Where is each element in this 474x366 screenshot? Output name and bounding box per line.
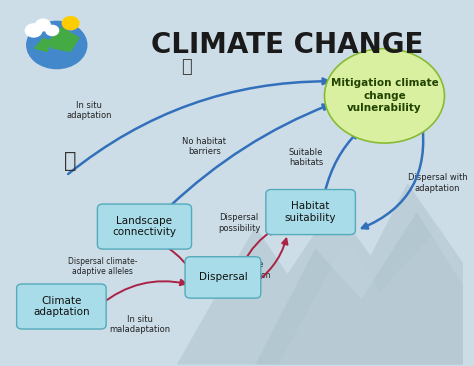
Text: In situ
maladaptation: In situ maladaptation (109, 315, 171, 335)
Circle shape (27, 21, 87, 68)
Text: Habitat
suitability: Habitat suitability (285, 201, 337, 223)
FancyArrowPatch shape (127, 234, 189, 268)
FancyArrowPatch shape (362, 120, 423, 228)
Text: Dispersal with
adaptation: Dispersal with adaptation (408, 173, 467, 193)
FancyArrowPatch shape (248, 239, 288, 287)
Polygon shape (34, 38, 52, 52)
Text: No habitat
barriers: No habitat barriers (182, 137, 227, 156)
Text: Landscape
connectivity: Landscape connectivity (112, 216, 176, 238)
Text: CLIMATE CHANGE: CLIMATE CHANGE (151, 31, 424, 59)
FancyArrowPatch shape (170, 105, 328, 206)
Polygon shape (278, 227, 463, 365)
Text: Dispersal
possibility: Dispersal possibility (218, 213, 260, 233)
Circle shape (26, 24, 42, 37)
FancyArrowPatch shape (68, 78, 328, 174)
Text: Track suitable
climate condition: Track suitable climate condition (203, 261, 270, 280)
FancyBboxPatch shape (97, 204, 191, 249)
FancyArrowPatch shape (325, 132, 357, 191)
Circle shape (46, 25, 59, 36)
Ellipse shape (325, 49, 445, 143)
Text: Mitigation climate
change
vulnerability: Mitigation climate change vulnerability (330, 78, 438, 113)
FancyBboxPatch shape (17, 284, 106, 329)
Circle shape (36, 19, 50, 31)
Polygon shape (255, 212, 463, 365)
FancyArrowPatch shape (243, 229, 274, 264)
Circle shape (62, 16, 79, 30)
Text: In situ
adaptation: In situ adaptation (66, 101, 112, 120)
FancyArrowPatch shape (100, 280, 186, 305)
FancyBboxPatch shape (185, 257, 261, 298)
Polygon shape (47, 27, 80, 52)
Text: Dispersal climate-
adaptive alleles: Dispersal climate- adaptive alleles (68, 257, 137, 276)
Text: 🐿: 🐿 (181, 58, 191, 76)
Text: Suitable
habitats: Suitable habitats (289, 148, 323, 167)
Text: 🐦: 🐦 (64, 151, 77, 171)
FancyBboxPatch shape (266, 190, 356, 235)
Polygon shape (177, 183, 463, 365)
Text: Climate
adaptation: Climate adaptation (33, 296, 90, 317)
Text: Dispersal: Dispersal (199, 272, 247, 283)
